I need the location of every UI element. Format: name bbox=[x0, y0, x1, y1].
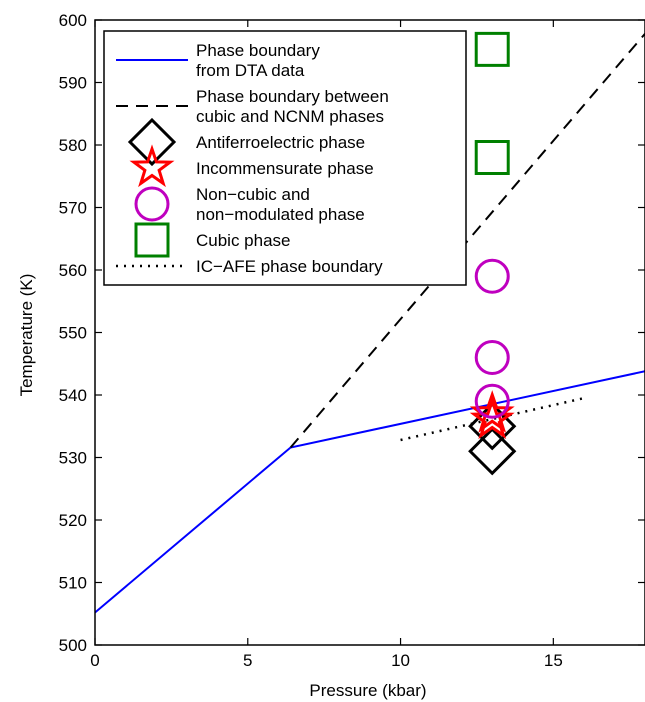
x-tick-label: 15 bbox=[544, 651, 563, 670]
x-axis-label: Pressure (kbar) bbox=[309, 681, 426, 700]
x-tick-label: 5 bbox=[243, 651, 252, 670]
circle-marker-2-2 bbox=[474, 383, 510, 419]
legend-label: Phase boundary bbox=[196, 41, 320, 60]
y-tick-label: 590 bbox=[59, 74, 87, 93]
y-axis-label: Temperature (K) bbox=[17, 274, 36, 397]
star-marker-1-1 bbox=[469, 396, 515, 440]
legend-label: IC−AFE phase boundary bbox=[196, 257, 383, 276]
square-marker-3-1 bbox=[474, 140, 510, 175]
legend-circle-swatch bbox=[134, 186, 170, 222]
legend-square-swatch bbox=[134, 222, 170, 258]
y-tick-label: 560 bbox=[59, 261, 87, 280]
diamond-marker-0-1 bbox=[468, 402, 517, 451]
series-line-0 bbox=[95, 370, 645, 614]
y-tick-label: 530 bbox=[59, 449, 87, 468]
legend-label: Cubic phase bbox=[196, 231, 291, 250]
y-tick-label: 550 bbox=[59, 324, 87, 343]
x-tick-label: 0 bbox=[90, 651, 99, 670]
y-tick-label: 510 bbox=[59, 574, 87, 593]
y-tick-label: 500 bbox=[59, 636, 87, 655]
legend-label: Phase boundary between bbox=[196, 87, 389, 106]
y-tick-label: 600 bbox=[59, 11, 87, 30]
legend-diamond-swatch bbox=[127, 117, 177, 167]
y-tick-label: 570 bbox=[59, 199, 87, 218]
legend-label: cubic and NCNM phases bbox=[196, 107, 384, 126]
legend-label: non−modulated phase bbox=[196, 205, 365, 224]
x-tick-label: 10 bbox=[391, 651, 410, 670]
diamond-marker-0-0 bbox=[468, 427, 517, 476]
square-marker-3-0 bbox=[474, 31, 510, 67]
series-line-1 bbox=[289, 33, 645, 449]
y-tick-label: 580 bbox=[59, 136, 87, 155]
circle-marker-2-1 bbox=[474, 340, 510, 375]
circle-marker-2-0 bbox=[474, 258, 510, 294]
y-tick-label: 540 bbox=[59, 386, 87, 405]
legend-label: from DTA data bbox=[196, 61, 305, 80]
legend-box bbox=[103, 30, 467, 286]
legend-label: Antiferroelectric phase bbox=[196, 133, 365, 152]
plot-content bbox=[95, 31, 645, 614]
legend-label: Incommensurate phase bbox=[196, 159, 374, 178]
legend-label: Non−cubic and bbox=[196, 185, 310, 204]
legend-star-swatch bbox=[129, 144, 175, 188]
y-tick-label: 520 bbox=[59, 511, 87, 530]
plot-area bbox=[95, 31, 645, 614]
